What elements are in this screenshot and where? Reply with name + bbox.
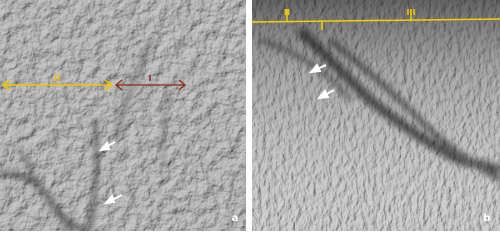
- panel-a: II I a: [0, 0, 246, 231]
- figure: II I a II III I b: [0, 0, 500, 231]
- shading: [252, 0, 500, 231]
- panel-label: a: [232, 213, 239, 224]
- yellow-measure: [1, 79, 114, 91]
- arrows: [308, 63, 335, 100]
- panel-b: II III I b: [251, 0, 500, 231]
- annotation: III: [407, 8, 416, 17]
- panel-label: b: [483, 213, 490, 224]
- annotation: I: [149, 74, 152, 83]
- annotation: I: [321, 22, 324, 31]
- red-measure: [114, 79, 187, 91]
- annotation: II: [284, 8, 290, 17]
- channels: [0, 39, 172, 231]
- page: II I a II III I b (() => { const: [0, 0, 500, 231]
- annotation: II: [54, 74, 60, 83]
- yellow-profile: [251, 9, 500, 30]
- ridges: [259, 26, 500, 183]
- arrows: [98, 141, 123, 205]
